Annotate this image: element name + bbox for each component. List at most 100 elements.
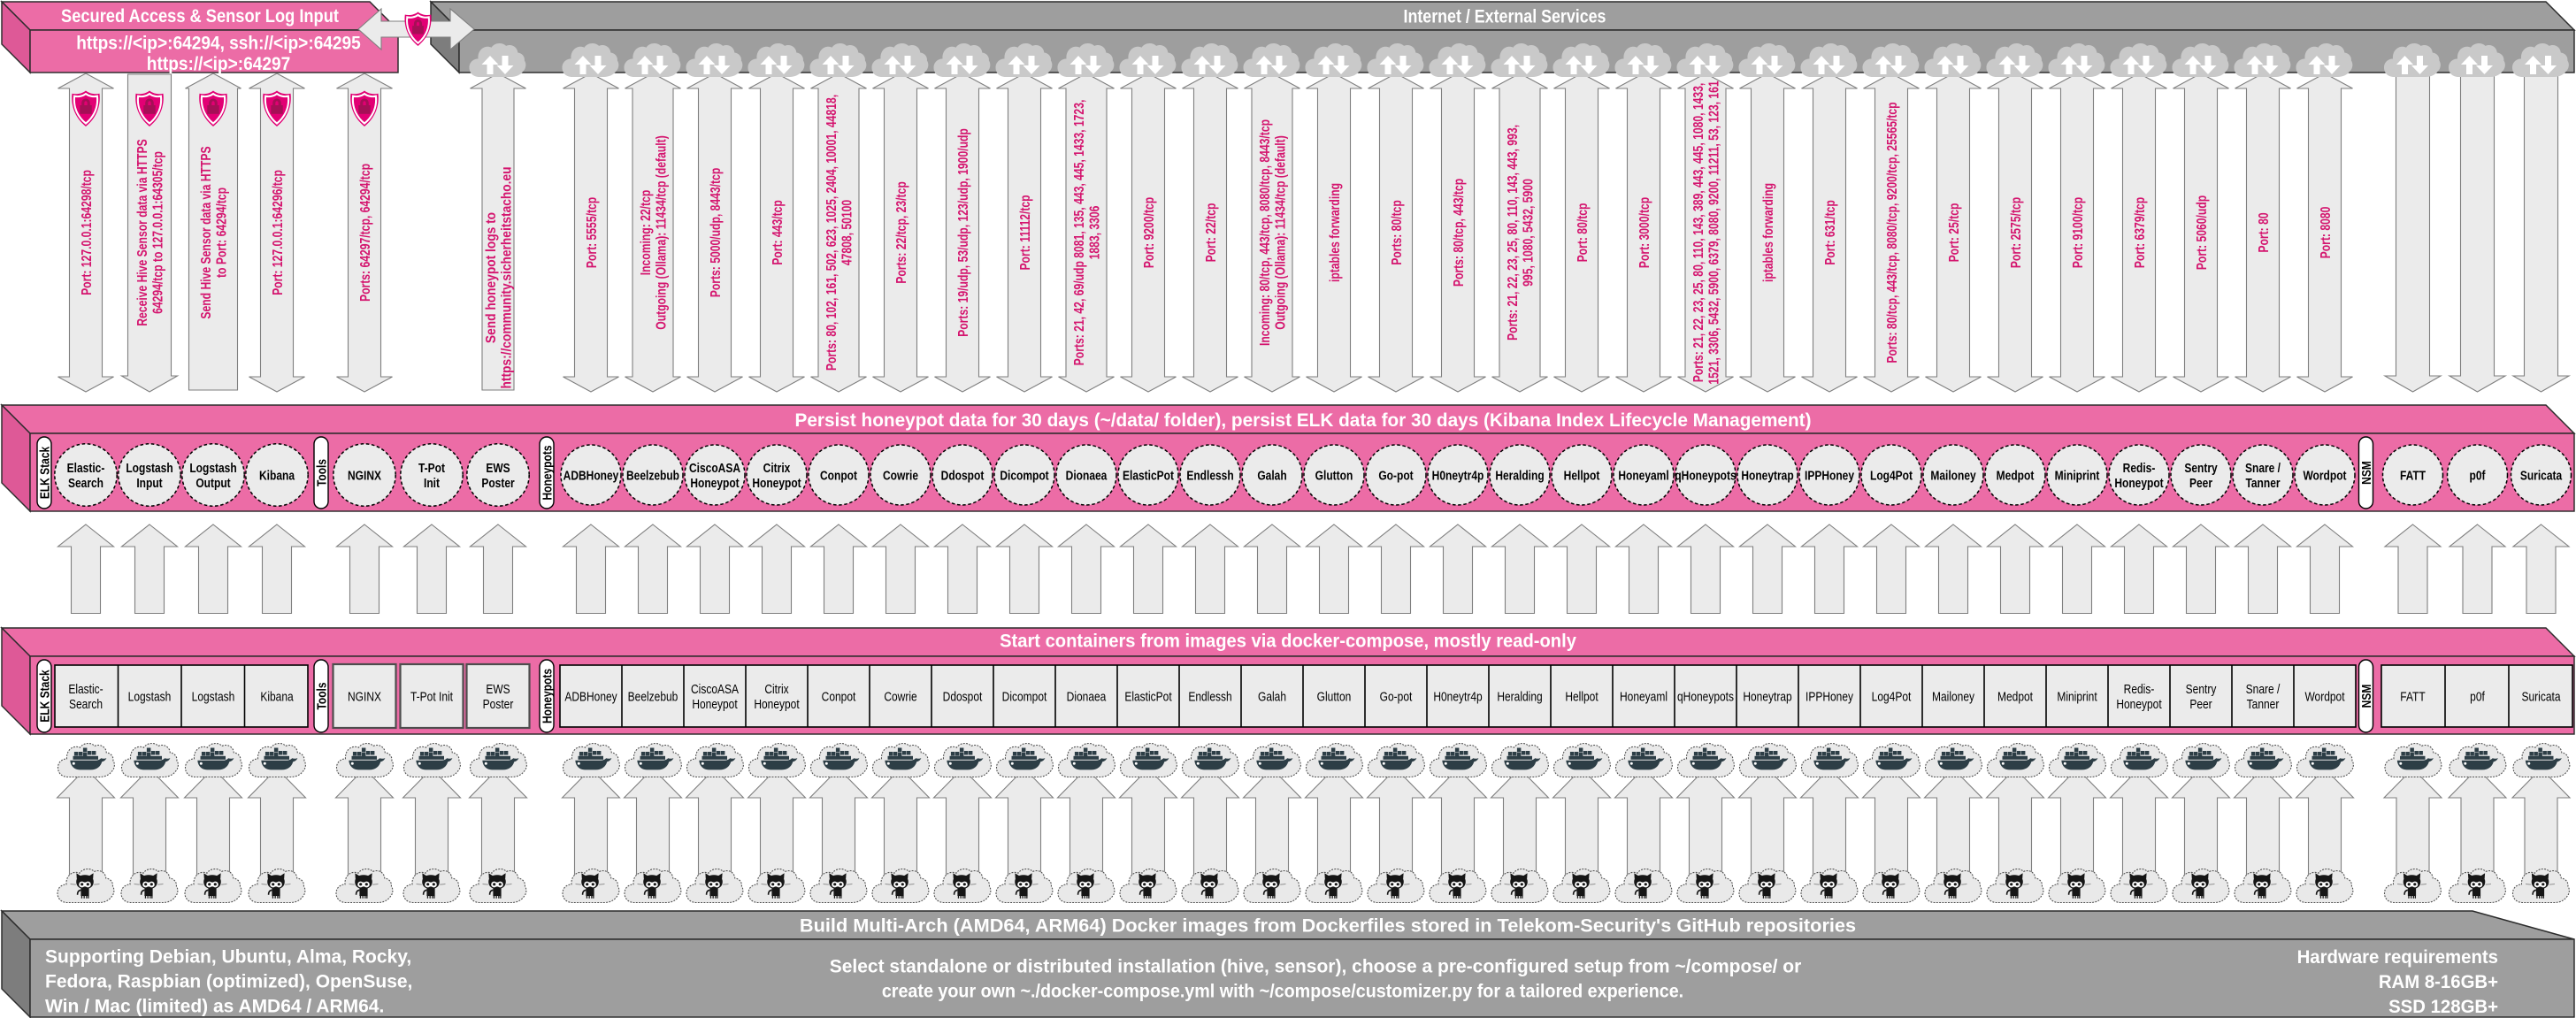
svg-text:Send Hive Sensor data via HTTP: Send Hive Sensor data via HTTPSto Port: … <box>198 146 230 318</box>
svg-text:H0neytr4p: H0neytr4p <box>1433 689 1482 704</box>
svg-text:create your own ~./docker-comp: create your own ~./docker-compose.yml wi… <box>882 982 1683 1002</box>
svg-text:Port: 25/tcp: Port: 25/tcp <box>1946 203 1962 262</box>
svg-text:Ports: 80/tcp, 443/tcp, 8080/t: Ports: 80/tcp, 443/tcp, 8080/tcp, 9200/t… <box>1884 102 1900 363</box>
svg-text:Ports: 19/udp, 53/udp, 123/udp: Ports: 19/udp, 53/udp, 123/udp, 1900/udp <box>955 128 971 337</box>
svg-text:Ports: 21, 42, 69/udp 8081, 13: Ports: 21, 42, 69/udp 8081, 135, 443, 44… <box>1071 100 1103 366</box>
svg-text:Miniprint: Miniprint <box>2055 468 2100 483</box>
svg-text:Port: 127.0.0.1:64298/tcp: Port: 127.0.0.1:64298/tcp <box>79 170 95 295</box>
svg-text:Tools: Tools <box>314 682 329 709</box>
svg-text:Ports: 22/tcp, 23/tcp: Ports: 22/tcp, 23/tcp <box>893 181 909 284</box>
svg-text:Supporting Debian, Ubuntu, Alm: Supporting Debian, Ubuntu, Alma, Rocky, F… <box>45 947 412 1017</box>
svg-text:Port: 443/tcp: Port: 443/tcp <box>770 200 786 265</box>
svg-text:Port: 8080: Port: 8080 <box>2318 207 2334 259</box>
svg-text:Conpot: Conpot <box>820 468 857 483</box>
svg-text:Honeytrap: Honeytrap <box>1741 468 1793 483</box>
svg-text:Port: 127.0.0.1:64296/tcp: Port: 127.0.0.1:64296/tcp <box>270 170 286 295</box>
svg-text:Port: 22/tcp: Port: 22/tcp <box>1203 203 1219 262</box>
svg-text:Ports: 5000/udp, 8443/tcp: Ports: 5000/udp, 8443/tcp <box>708 167 724 297</box>
svg-text:Port: 5555/tcp: Port: 5555/tcp <box>584 197 600 269</box>
svg-text:Honeypots: Honeypots <box>540 446 555 501</box>
svg-text:Honeypots: Honeypots <box>540 669 555 723</box>
svg-text:iptables forwarding: iptables forwarding <box>1760 183 1776 282</box>
svg-text:Port: 5060/udp: Port: 5060/udp <box>2194 195 2210 271</box>
svg-text:Glutton: Glutton <box>1317 689 1352 704</box>
svg-text:Ports: 80/tcp, 443/tcp: Ports: 80/tcp, 443/tcp <box>1451 179 1467 287</box>
svg-text:Conpot: Conpot <box>822 689 856 704</box>
svg-text:ElasticPot: ElasticPot <box>1124 689 1172 704</box>
svg-text:iptables forwarding: iptables forwarding <box>1327 183 1343 282</box>
svg-text:Honeytrap: Honeytrap <box>1743 689 1791 704</box>
svg-text:Build Multi-Arch (AMD64, ARM64: Build Multi-Arch (AMD64, ARM64) Docker i… <box>800 915 1856 937</box>
svg-text:Suricata: Suricata <box>2520 468 2563 483</box>
svg-text:Miniprint: Miniprint <box>2057 689 2097 704</box>
svg-text:Go-pot: Go-pot <box>1378 468 1414 483</box>
svg-text:Cowrie: Cowrie <box>884 689 916 704</box>
svg-text:Port: 6379/tcp: Port: 6379/tcp <box>2132 197 2148 269</box>
svg-text:T-Pot Init: T-Pot Init <box>410 689 453 704</box>
svg-text:FATT: FATT <box>2400 468 2426 483</box>
svg-text:qHoneypots: qHoneypots <box>1677 689 1734 704</box>
svg-text:p0f: p0f <box>2469 468 2485 483</box>
svg-text:Start containers from images v: Start containers from images via docker-… <box>1000 631 1576 651</box>
svg-text:Galah: Galah <box>1257 468 1286 483</box>
svg-text:Mailoney: Mailoney <box>1932 689 1974 704</box>
svg-text:NGINX: NGINX <box>348 689 381 704</box>
svg-text:Beelzebub: Beelzebub <box>628 689 678 704</box>
svg-text:Endlessh: Endlessh <box>1186 468 1233 483</box>
svg-text:Dionaea: Dionaea <box>1067 689 1107 704</box>
svg-text:Mailoney: Mailoney <box>1930 468 1976 483</box>
svg-text:Dicompot: Dicompot <box>1000 468 1049 483</box>
svg-text:https://<ip>:64294, ssh://<ip>: https://<ip>:64294, ssh://<ip>:64295 http… <box>76 34 361 75</box>
svg-text:Medpot: Medpot <box>1997 468 2035 483</box>
svg-text:IPPHoney: IPPHoney <box>1805 468 1854 483</box>
svg-text:ELK Stack: ELK Stack <box>37 670 52 723</box>
svg-text:Medpot: Medpot <box>1997 689 2033 704</box>
svg-text:Persist honeypot data for 30 d: Persist honeypot data for 30 days (~/dat… <box>794 410 1811 431</box>
svg-text:Incoming: 80/tcp, 443/tcp, 808: Incoming: 80/tcp, 443/tcp, 8080/tcp, 844… <box>1257 119 1289 346</box>
svg-text:Heralding: Heralding <box>1495 468 1544 483</box>
svg-text:ADBHoney: ADBHoney <box>564 468 619 483</box>
svg-text:H0neytr4p: H0neytr4p <box>1432 468 1484 483</box>
svg-text:Ports: 80/tcp: Ports: 80/tcp <box>1389 200 1405 265</box>
svg-text:Honeyaml: Honeyaml <box>1618 468 1668 483</box>
svg-text:Ports: 64297/tcp, 64294/tcp: Ports: 64297/tcp, 64294/tcp <box>357 164 373 302</box>
svg-text:Ddospot: Ddospot <box>943 689 983 704</box>
svg-text:Elastic-Search: Elastic-Search <box>68 682 103 712</box>
svg-text:Logstash: Logstash <box>192 689 235 704</box>
svg-text:Port: 11112/tcp: Port: 11112/tcp <box>1017 195 1033 270</box>
svg-text:Glutton: Glutton <box>1315 468 1353 483</box>
svg-text:Hellpot: Hellpot <box>1564 468 1600 483</box>
svg-text:Port: 2575/tcp: Port: 2575/tcp <box>2008 197 2024 269</box>
svg-text:Dicompot: Dicompot <box>1002 689 1047 704</box>
svg-text:Dionaea: Dionaea <box>1066 468 1108 483</box>
svg-text:Go-pot: Go-pot <box>1380 689 1413 704</box>
svg-text:Snare /Tanner: Snare / Tanner <box>2246 682 2281 712</box>
svg-text:Ports: 21, 22, 23, 25, 80, 110: Ports: 21, 22, 23, 25, 80, 110, 143, 443… <box>1505 125 1537 341</box>
svg-text:Suricata: Suricata <box>2521 689 2560 704</box>
svg-text:ElasticPot: ElasticPot <box>1123 468 1174 483</box>
svg-text:Receive Hive Sensor data via H: Receive Hive Sensor data via HTTPS64294/… <box>134 139 166 325</box>
svg-text:Incoming: 22/tcpOutgoing (Olla: Incoming: 22/tcpOutgoing (Ollama): 11434… <box>638 135 670 330</box>
svg-text:Honeyaml: Honeyaml <box>1620 689 1668 704</box>
svg-text:Secured Access & Sensor Log In: Secured Access & Sensor Log Input <box>61 6 339 27</box>
svg-text:Tools: Tools <box>314 459 329 486</box>
svg-text:Port: 3000/tcp: Port: 3000/tcp <box>1637 197 1652 269</box>
svg-text:Port: 80: Port: 80 <box>2256 212 2272 252</box>
svg-text:ADBHoney: ADBHoney <box>564 689 617 704</box>
svg-text:NSM: NSM <box>2359 461 2374 485</box>
svg-text:Log4Pot: Log4Pot <box>1872 689 1912 704</box>
svg-text:Send honeypot logs tohttps://c: Send honeypot logs tohttps://community.s… <box>483 166 515 388</box>
svg-text:Cowrie: Cowrie <box>883 468 918 483</box>
svg-text:IPPHoney: IPPHoney <box>1806 689 1853 704</box>
svg-text:Snare /Tanner: Snare / Tanner <box>2245 461 2281 491</box>
